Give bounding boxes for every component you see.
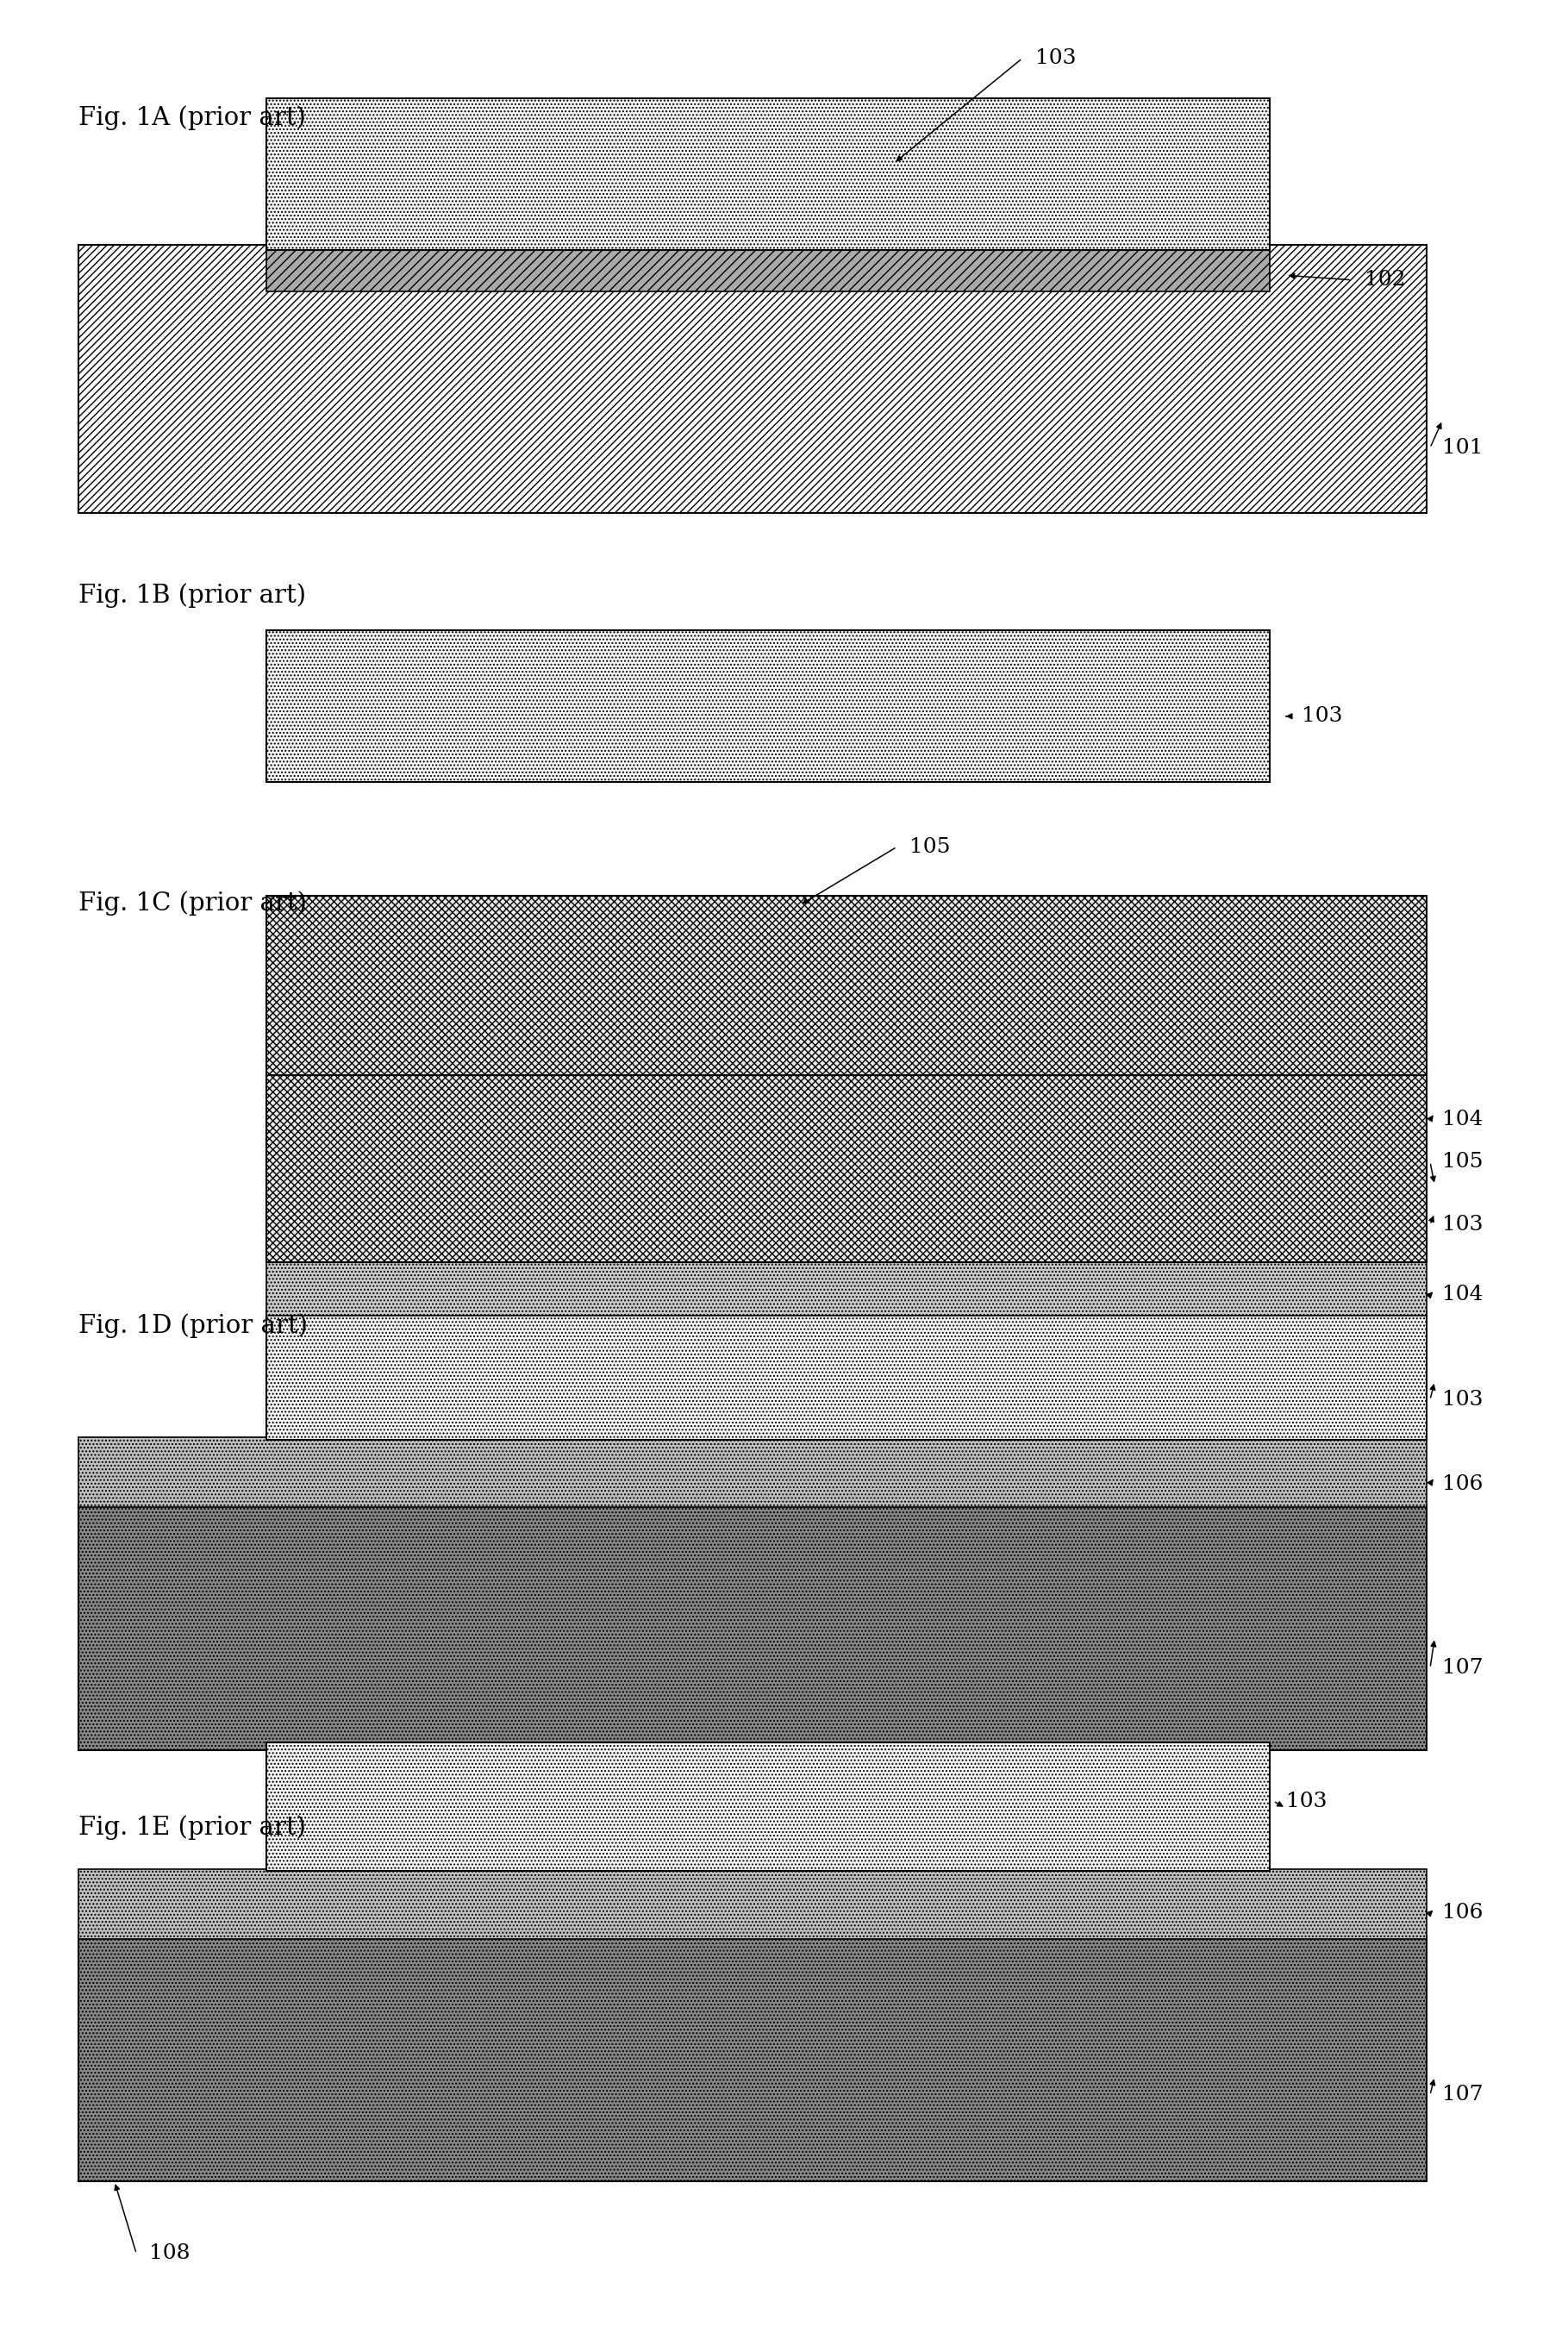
Text: 107: 107 <box>1443 1659 1483 1677</box>
Bar <box>267 896 1427 1083</box>
Bar <box>267 1257 1427 1316</box>
Bar <box>78 1936 1427 2181</box>
Text: 103: 103 <box>1035 49 1076 68</box>
Bar <box>267 98 1270 250</box>
Text: 105: 105 <box>1443 1153 1483 1171</box>
Text: Fig. 1B (prior art): Fig. 1B (prior art) <box>78 583 306 609</box>
Bar <box>267 250 1270 292</box>
Text: 106: 106 <box>1443 1474 1483 1493</box>
Bar <box>267 1311 1427 1439</box>
Text: 108: 108 <box>149 2244 190 2263</box>
Text: 107: 107 <box>1443 2086 1483 2104</box>
Text: 104: 104 <box>1443 1111 1483 1129</box>
Text: 103: 103 <box>1443 1390 1483 1409</box>
Text: Fig. 1E (prior art): Fig. 1E (prior art) <box>78 1815 306 1841</box>
Bar <box>267 1078 1427 1136</box>
Bar <box>267 1132 1427 1260</box>
Bar <box>78 1869 1427 1939</box>
Bar <box>78 1437 1427 1507</box>
Text: 106: 106 <box>1443 1904 1483 1922</box>
Text: 102: 102 <box>1364 271 1405 289</box>
Text: 105: 105 <box>909 838 950 856</box>
Text: 101: 101 <box>1443 439 1483 457</box>
Bar <box>267 630 1270 782</box>
Text: 103: 103 <box>1301 707 1342 726</box>
Text: 104: 104 <box>1443 1285 1483 1304</box>
Bar <box>78 1505 1427 1750</box>
Bar <box>267 1743 1270 1871</box>
Text: Fig. 1C (prior art): Fig. 1C (prior art) <box>78 891 307 917</box>
Text: Fig. 1D (prior art): Fig. 1D (prior art) <box>78 1313 307 1339</box>
Bar <box>267 1076 1427 1262</box>
Bar <box>78 245 1427 513</box>
Text: 103: 103 <box>1443 1215 1483 1234</box>
Text: 103: 103 <box>1286 1792 1327 1810</box>
Text: Fig. 1A (prior art): Fig. 1A (prior art) <box>78 105 306 131</box>
